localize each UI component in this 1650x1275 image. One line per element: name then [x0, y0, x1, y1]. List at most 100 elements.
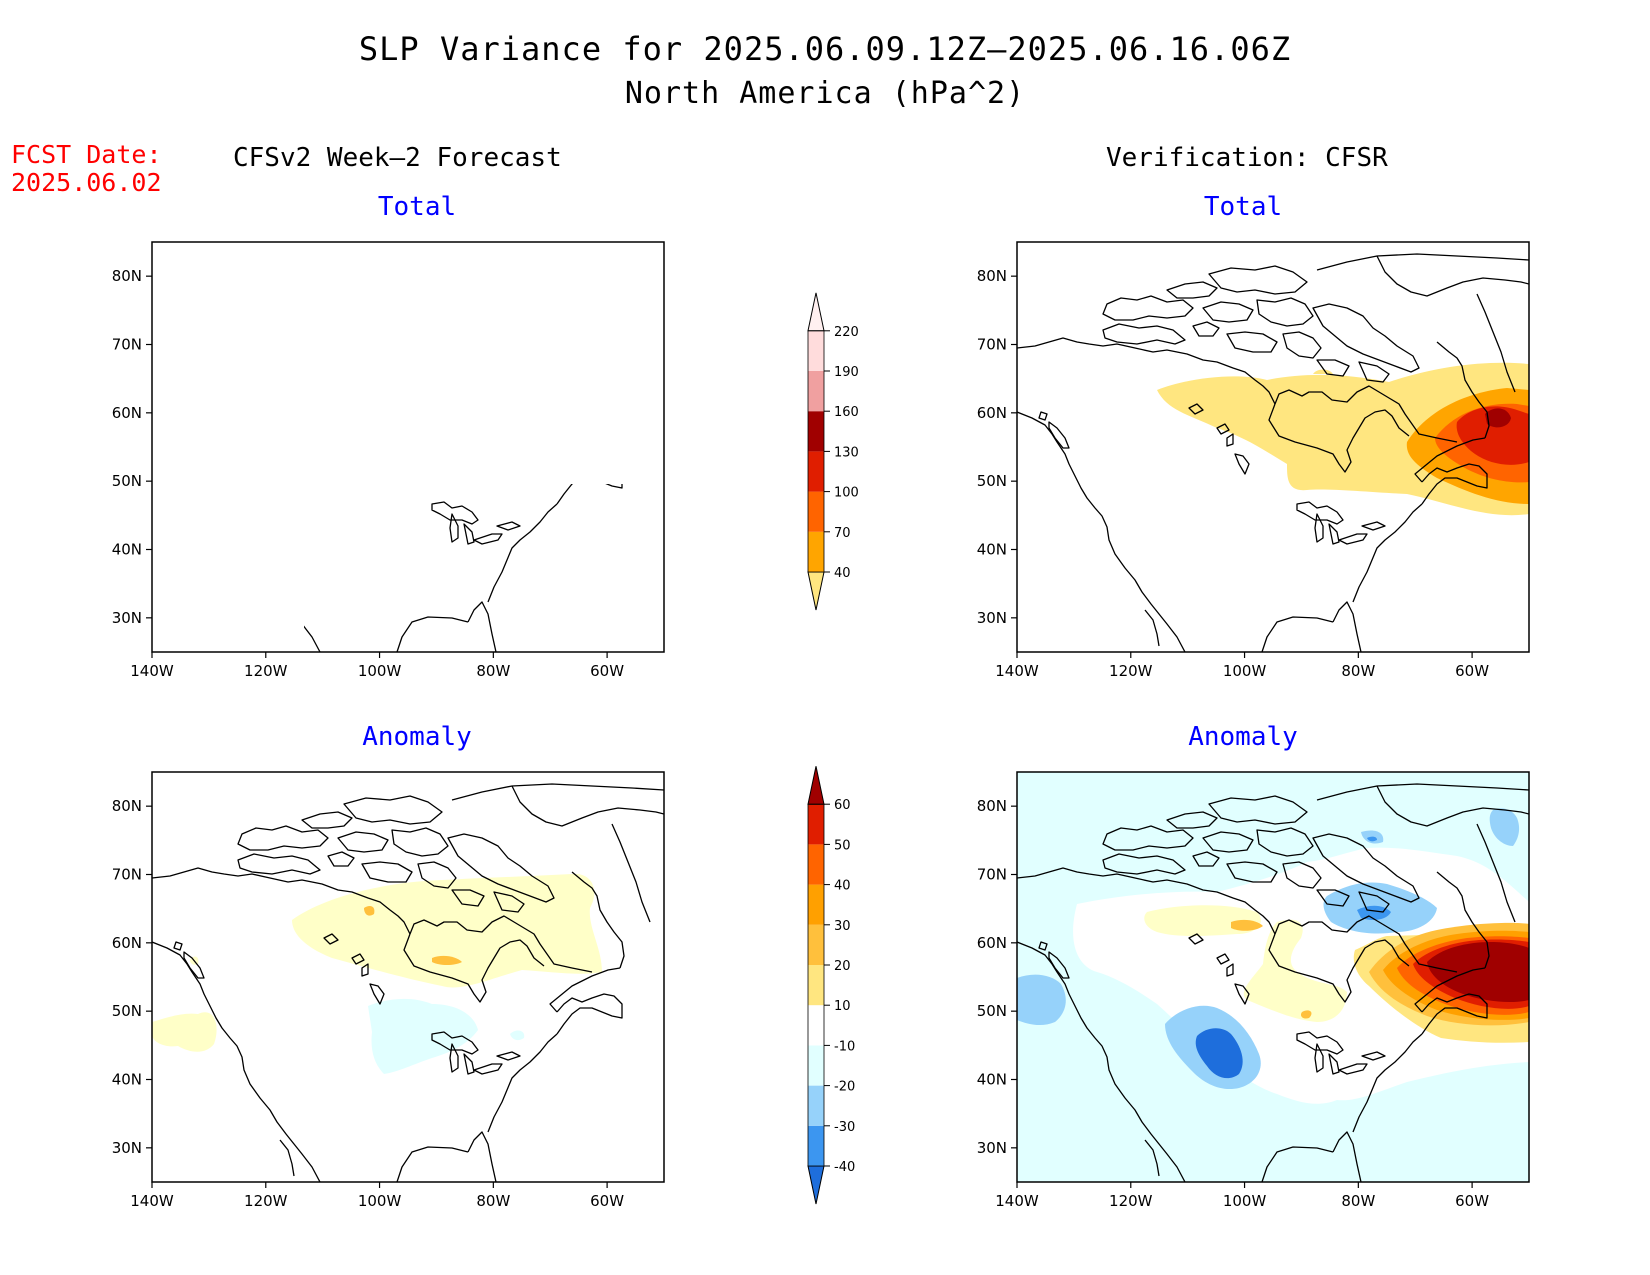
column-title-verification: Verification: CFSR: [1106, 143, 1388, 173]
lat-tick-label: 80N: [112, 267, 142, 285]
lon-tick-label: 100W: [358, 662, 402, 680]
lat-tick-label: 30N: [977, 1139, 1007, 1157]
colorbar-total: 40 70 100 130 160 190 220: [807, 292, 859, 611]
lat-tick-label: 30N: [977, 609, 1007, 627]
colorbar-box: [808, 371, 824, 412]
lat-tick-label: 50N: [112, 472, 142, 490]
lat-tick-label: 70N: [112, 336, 142, 354]
colorbar-box: [808, 531, 824, 572]
colorbar-label: 20: [834, 959, 851, 974]
lat-tick-label: 40N: [112, 541, 142, 559]
lon-tick-label: 120W: [1109, 662, 1153, 680]
lat-tick-label: 50N: [977, 1002, 1007, 1020]
colorbar-label: 70: [834, 526, 851, 541]
lat-tick-label: 50N: [112, 1002, 142, 1020]
lon-tick-label: 120W: [1109, 1192, 1153, 1210]
lon-tick-label: 100W: [358, 1192, 402, 1210]
lat-tick-label: 40N: [112, 1071, 142, 1089]
lon-tick-label: 80W: [476, 662, 510, 680]
panel-title-verification-anomaly: Anomaly: [1188, 722, 1298, 752]
fcst-date-value: 2025.06.02: [11, 168, 162, 197]
colorbar-box: [808, 491, 824, 532]
lat-tick-label: 80N: [112, 797, 142, 815]
colorbar-label: -20: [834, 1080, 855, 1095]
colorbar-end-low: [807, 571, 825, 611]
column-title-forecast: CFSv2 Week—2 Forecast: [233, 143, 562, 173]
colorbar-box: [808, 1125, 824, 1166]
lon-tick-label: 80W: [476, 1192, 510, 1210]
lon-tick-label: 140W: [130, 662, 174, 680]
lat-tick-label: 80N: [977, 267, 1007, 285]
lon-tick-label: 60W: [590, 1192, 624, 1210]
colorbar-label: 160: [834, 405, 859, 420]
colorbar-box: [808, 924, 824, 965]
lon-tick-label: 80W: [1341, 662, 1375, 680]
lat-tick-label: 80N: [977, 797, 1007, 815]
lat-tick-label: 60N: [977, 404, 1007, 422]
colorbar-box: [808, 330, 824, 371]
lon-tick-label: 140W: [995, 662, 1039, 680]
colorbar-box: [808, 1005, 824, 1046]
frame-verification-total: [1016, 241, 1530, 653]
lon-tick-label: 120W: [244, 662, 288, 680]
lon-tick-label: 100W: [1223, 662, 1267, 680]
lat-tick-label: 50N: [977, 472, 1007, 490]
lon-tick-label: 60W: [590, 662, 624, 680]
main-title: SLP Variance for 2025.06.09.12Z—2025.06.…: [358, 30, 1292, 68]
colorbar-end-high: [807, 292, 825, 332]
panel-title-forecast-total: Total: [377, 192, 457, 222]
panel-title-forecast-anomaly: Anomaly: [362, 722, 472, 752]
colorbar-label: -40: [834, 1160, 855, 1175]
panel-title-verification-total: Total: [1203, 192, 1283, 222]
colorbar-label: 40: [834, 566, 851, 581]
colorbar-end-high: [807, 766, 825, 805]
colorbar-box: [808, 884, 824, 925]
panel-forecast-anomaly: [152, 783, 664, 1182]
panel-forecast-total: [304, 484, 625, 653]
frame-forecast-total: [151, 241, 665, 653]
lat-tick-label: 40N: [977, 1071, 1007, 1089]
lat-tick-label: 30N: [112, 1139, 142, 1157]
lat-tick-label: 70N: [112, 866, 142, 884]
lon-tick-label: 60W: [1455, 662, 1489, 680]
colorbar-box: [808, 411, 824, 452]
colorbar-label: 50: [834, 838, 851, 853]
colorbar-label: 40: [834, 879, 851, 894]
lat-tick-label: 60N: [977, 934, 1007, 952]
colorbar-outline: [807, 803, 825, 1167]
colorbar-label: 30: [834, 919, 851, 934]
lat-tick-label: 70N: [977, 336, 1007, 354]
colorbar-label: -10: [834, 1039, 855, 1054]
lat-tick-label: 60N: [112, 404, 142, 422]
panel-verification-total: [1017, 253, 1529, 652]
main-subtitle: North America (hPa^2): [624, 76, 1026, 111]
lat-tick-label: 40N: [977, 541, 1007, 559]
frame-verification-anomaly: [1016, 771, 1530, 1183]
lon-tick-label: 120W: [244, 1192, 288, 1210]
colorbar-box: [808, 965, 824, 1006]
lon-tick-label: 60W: [1455, 1192, 1489, 1210]
colorbar-box: [808, 451, 824, 492]
lat-tick-label: 60N: [112, 934, 142, 952]
fcst-date-label: FCST Date:: [11, 140, 162, 169]
lon-tick-label: 140W: [130, 1192, 174, 1210]
lon-tick-label: 80W: [1341, 1192, 1375, 1210]
lon-tick-label: 100W: [1223, 1192, 1267, 1210]
colorbar-box: [808, 1085, 824, 1126]
frame-forecast-anomaly: [151, 771, 665, 1183]
colorbar-label: 130: [834, 445, 859, 460]
colorbar-label: -30: [834, 1120, 855, 1135]
colorbar-box: [808, 844, 824, 885]
panel-verification-anomaly: [1017, 772, 1529, 1182]
lat-tick-label: 30N: [112, 609, 142, 627]
colorbar-anomaly: -40 -30 -20 -10 10 20 30 40 50 60: [807, 766, 855, 1205]
colorbar-label: 10: [834, 999, 851, 1014]
colorbar-label: 60: [834, 798, 851, 813]
colorbar-label: 100: [834, 486, 859, 501]
colorbar-end-low: [807, 1165, 825, 1205]
colorbar-box: [808, 804, 824, 845]
lat-tick-label: 70N: [977, 866, 1007, 884]
colorbar-label: 220: [834, 325, 859, 340]
colorbar-box: [808, 1045, 824, 1086]
